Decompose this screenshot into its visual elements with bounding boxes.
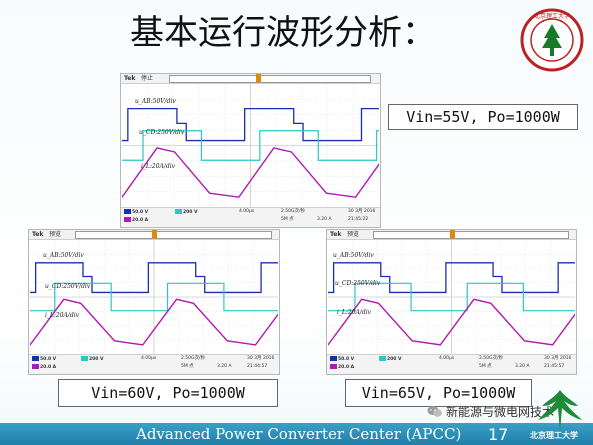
label-ucd: u_CD:250V/div	[45, 283, 91, 290]
scope-date: 30 3月 2016	[247, 356, 275, 361]
time-scale: 4.00μs	[439, 356, 455, 361]
scope-mode: 预览	[49, 231, 62, 238]
leaf-emblem-icon	[538, 390, 582, 432]
scope-header: Tek 预览	[29, 230, 279, 240]
label-uab: u_AB:50V/div	[333, 252, 374, 259]
scope-graticule	[122, 84, 379, 207]
svg-text:北京理工大学: 北京理工大学	[534, 12, 570, 20]
ch2-scale: 200 V	[387, 357, 402, 362]
ch3-scale: 20.0 A	[338, 365, 355, 370]
trigger-level: 3.20 A	[317, 217, 332, 222]
trigger-marker	[256, 74, 261, 82]
scope-mode: 停止	[141, 75, 154, 82]
university-logo: 北京理工大学	[520, 8, 584, 72]
footer-bar	[0, 423, 593, 445]
scope-header: Tek 停止	[121, 74, 380, 84]
trigger-level: 3.20 A	[217, 364, 232, 369]
ch2-scale: 200 V	[183, 210, 198, 215]
scope-date: 30 3月 2016	[544, 356, 572, 361]
scope-time: 21:44:57	[247, 364, 268, 369]
scope-brand: Tek	[32, 231, 44, 238]
ch2-scale: 200 V	[89, 357, 104, 362]
scope-brand: Tek	[330, 231, 342, 238]
label-il: i_L:20A/div	[141, 163, 176, 170]
oscilloscope-panel-2: Tek 预览 u_AB:50V/div u_CD:250V/div i_L:20…	[28, 229, 280, 375]
sample-rate: 2.50G次/秒	[181, 356, 206, 361]
oscilloscope-panel-3: Tek 预览 u_AB:50V/div u_CD:250V/div i_L:20…	[326, 229, 577, 375]
trigger-window	[373, 231, 569, 239]
scope-time: 21:45:22	[348, 217, 369, 222]
ucd-trace	[328, 282, 575, 312]
scope-time: 21:45:57	[544, 364, 565, 369]
ch1-scale: 50.0 V	[132, 210, 149, 215]
uab-trace	[328, 262, 575, 294]
slide-title: 基本运行波形分析：	[130, 13, 436, 53]
record-length: 5M 点	[181, 364, 194, 369]
waveform-plot	[122, 84, 379, 207]
caption-vin-55: Vin=55V, Po=1000W	[388, 104, 578, 130]
center-name: Advanced Power Converter Center (APCC)	[136, 425, 462, 443]
trigger-window	[75, 231, 272, 239]
uab-trace	[122, 107, 379, 142]
label-il: i_L:20A/div	[45, 312, 80, 319]
uab-trace	[30, 262, 278, 294]
time-scale: 4.00μs	[239, 209, 255, 214]
sample-rate: 2.50G次/秒	[281, 209, 306, 214]
ucd-trace	[30, 282, 278, 312]
label-ucd: u_CD:250V/div	[335, 280, 381, 287]
label-il: i_L:20A/div	[337, 309, 372, 316]
record-length: 5M 点	[281, 217, 294, 222]
label-ucd: u_CD:250V/div	[139, 129, 185, 136]
scope-brand: Tek	[124, 75, 136, 82]
ch3-scale: 20.0 A	[132, 218, 149, 223]
il-trace	[30, 298, 278, 346]
scope-footer: 50.0 V 20.0 A 200 V 4.00μs 2.50G次/秒 5M 点…	[327, 354, 576, 374]
time-scale: 4.00μs	[141, 356, 157, 361]
il-trace	[328, 298, 575, 346]
ch3-scale: 20.0 A	[40, 365, 57, 370]
wechat-account-name: 新能源与微电网技术	[446, 405, 555, 419]
record-length: 5M 点	[479, 364, 492, 369]
wechat-icon	[427, 406, 442, 417]
scope-graticule	[30, 240, 278, 354]
sample-rate: 2.50G次/秒	[479, 356, 504, 361]
caption-vin-65: Vin=65V, Po=1000W	[345, 379, 532, 407]
il-trace	[122, 147, 379, 198]
caption-vin-60: Vin=60V, Po=1000W	[58, 379, 278, 407]
trigger-level: 3.20 A	[515, 364, 530, 369]
corner-university-name: 北京理工大学	[530, 431, 578, 440]
ucd-trace	[122, 130, 379, 161]
ch1-scale: 50.0 V	[338, 357, 355, 362]
label-uab: u_AB:50V/div	[43, 252, 84, 259]
page-number: 17	[488, 425, 509, 444]
scope-footer: 50.0 V 20.0 A 200 V 4.00μs 2.50G次/秒 5M 点…	[121, 207, 380, 227]
trigger-marker	[152, 230, 157, 238]
label-uab: u_AB:50V/div	[135, 98, 176, 105]
scope-header: Tek 预览	[327, 230, 576, 240]
scope-date: 30 3月 2016	[348, 209, 376, 214]
ch1-scale: 50.0 V	[40, 357, 57, 362]
scope-graticule	[328, 240, 575, 354]
scope-footer: 50.0 V 20.0 A 200 V 4.00μs 2.50G次/秒 5M 点…	[29, 354, 279, 374]
wechat-account[interactable]: 新能源与微电网技术	[427, 403, 554, 420]
trigger-marker	[450, 230, 455, 238]
scope-mode: 预览	[347, 231, 360, 238]
trigger-window	[169, 75, 371, 83]
waveform-plot	[30, 240, 278, 354]
oscilloscope-panel-1: Tek 停止 u_AB:50V/div u_CD:250V/div i_L:20…	[120, 73, 381, 228]
waveform-plot	[328, 240, 575, 354]
